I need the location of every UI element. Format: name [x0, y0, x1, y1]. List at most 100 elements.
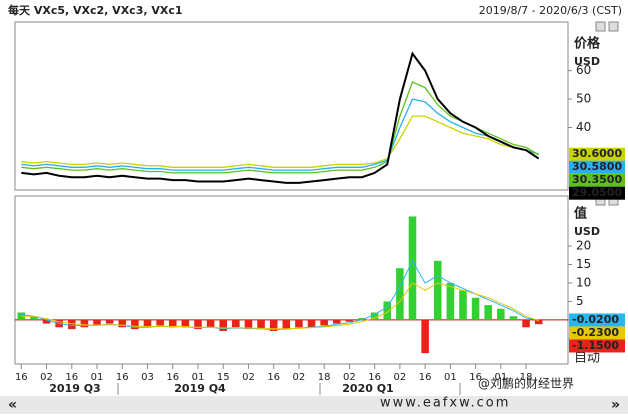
value-badge-label: 29.0500	[572, 186, 622, 199]
date-range: 2019/8/7 - 2020/6/3 (CST)	[479, 4, 622, 17]
average-line	[21, 282, 539, 330]
y-tick-label: 15	[576, 257, 591, 271]
x-tick-label: 16	[116, 372, 129, 383]
value-panel-frame	[14, 195, 569, 365]
bar	[383, 301, 392, 320]
x-tick-label: 15	[217, 372, 230, 383]
y-axis-label: 值	[574, 206, 587, 222]
x-tick-label: 02	[293, 372, 306, 383]
bar	[105, 319, 114, 324]
bar	[534, 319, 543, 325]
value-badge-label: 30.5800	[572, 160, 622, 173]
bar	[30, 316, 38, 320]
x-tick-label: 16	[166, 372, 179, 383]
price-line	[21, 81, 540, 174]
bar	[446, 282, 455, 320]
bar	[421, 319, 429, 354]
y-tick-label: 40	[576, 120, 591, 134]
bar	[370, 312, 379, 320]
x-tick-label: 18	[520, 372, 533, 383]
x-tick-label: 02	[343, 372, 356, 383]
bar	[307, 319, 316, 328]
y-tick-label: 10	[576, 275, 591, 289]
x-tick-label: 16	[65, 372, 78, 383]
bar	[345, 319, 354, 322]
panel-button[interactable]	[595, 21, 606, 32]
scroll-left[interactable]: «	[8, 397, 17, 413]
scroll-right[interactable]: »	[611, 397, 620, 413]
bar	[320, 319, 328, 326]
bar	[156, 319, 164, 326]
bar	[282, 319, 291, 330]
value-badge	[569, 339, 625, 353]
bar	[358, 318, 366, 320]
bar	[80, 319, 89, 328]
bar	[143, 319, 152, 328]
value-badge	[569, 326, 625, 340]
x-tick-label: 16	[469, 372, 482, 383]
bar	[181, 319, 190, 328]
panel-button[interactable]	[608, 21, 619, 32]
y-axis-label: 价格	[574, 36, 601, 52]
bar	[206, 319, 215, 328]
bar	[484, 305, 492, 320]
x-tick-label: 01	[192, 372, 205, 383]
bar	[408, 216, 417, 320]
bar	[194, 319, 202, 330]
y-tick-label: 50	[576, 92, 591, 106]
value-badge	[569, 173, 625, 187]
y-axis-unit: USD	[574, 225, 600, 238]
value-badge-label: -1.1500	[572, 339, 619, 352]
bar	[522, 319, 530, 328]
bar	[232, 319, 240, 328]
bar	[396, 268, 404, 320]
price-panel-frame	[14, 21, 569, 191]
bar	[42, 319, 51, 324]
value-badge-label: -0.2300	[572, 326, 619, 339]
y-axis-unit: USD	[574, 55, 600, 68]
bar	[118, 319, 127, 328]
quarter-label: 2019 Q3	[49, 382, 100, 395]
price-line	[21, 98, 539, 171]
scroll-bar	[0, 396, 628, 414]
x-tick-label: 16	[267, 372, 280, 383]
window-title: 每天 VXc5, VXc2, VXc3, VXc1	[8, 3, 183, 17]
price-line	[21, 115, 539, 168]
x-tick-label: 02	[242, 372, 255, 383]
x-tick-label: 01	[444, 372, 457, 383]
bar	[497, 308, 505, 320]
bar	[68, 319, 76, 330]
bar	[219, 319, 227, 331]
bar	[257, 319, 265, 330]
value-badge	[569, 313, 625, 327]
bar	[131, 319, 139, 330]
x-tick-label: 16	[419, 372, 432, 383]
bar	[433, 260, 442, 320]
y-tick-label: 60	[576, 63, 591, 77]
x-tick-label: 18	[318, 372, 331, 383]
bar	[509, 316, 518, 320]
bar	[244, 319, 253, 330]
value-badge	[569, 160, 625, 174]
value-badge	[569, 186, 625, 200]
quarter-label: 2020 Q1	[342, 382, 393, 395]
y-tick-label: 5	[576, 294, 584, 308]
bar	[93, 319, 101, 326]
x-tick-label: 02	[394, 372, 407, 383]
quarter-label: 2019 Q4	[174, 382, 226, 395]
bar	[459, 290, 467, 320]
watermark-site: www.eafxw.com	[380, 396, 510, 411]
auto-scale-button[interactable]: 自动	[574, 351, 600, 366]
watermark-handle: @刘鹏的财经世界	[478, 376, 574, 391]
y-tick-label: 20	[576, 239, 591, 253]
bar	[295, 319, 303, 328]
x-tick-label: 16	[15, 372, 28, 383]
price-line	[21, 51, 540, 184]
value-badge-label: 30.6000	[572, 147, 622, 160]
bar	[168, 319, 177, 328]
x-tick-label: 16	[368, 372, 381, 383]
x-tick-label: 03	[141, 372, 154, 383]
